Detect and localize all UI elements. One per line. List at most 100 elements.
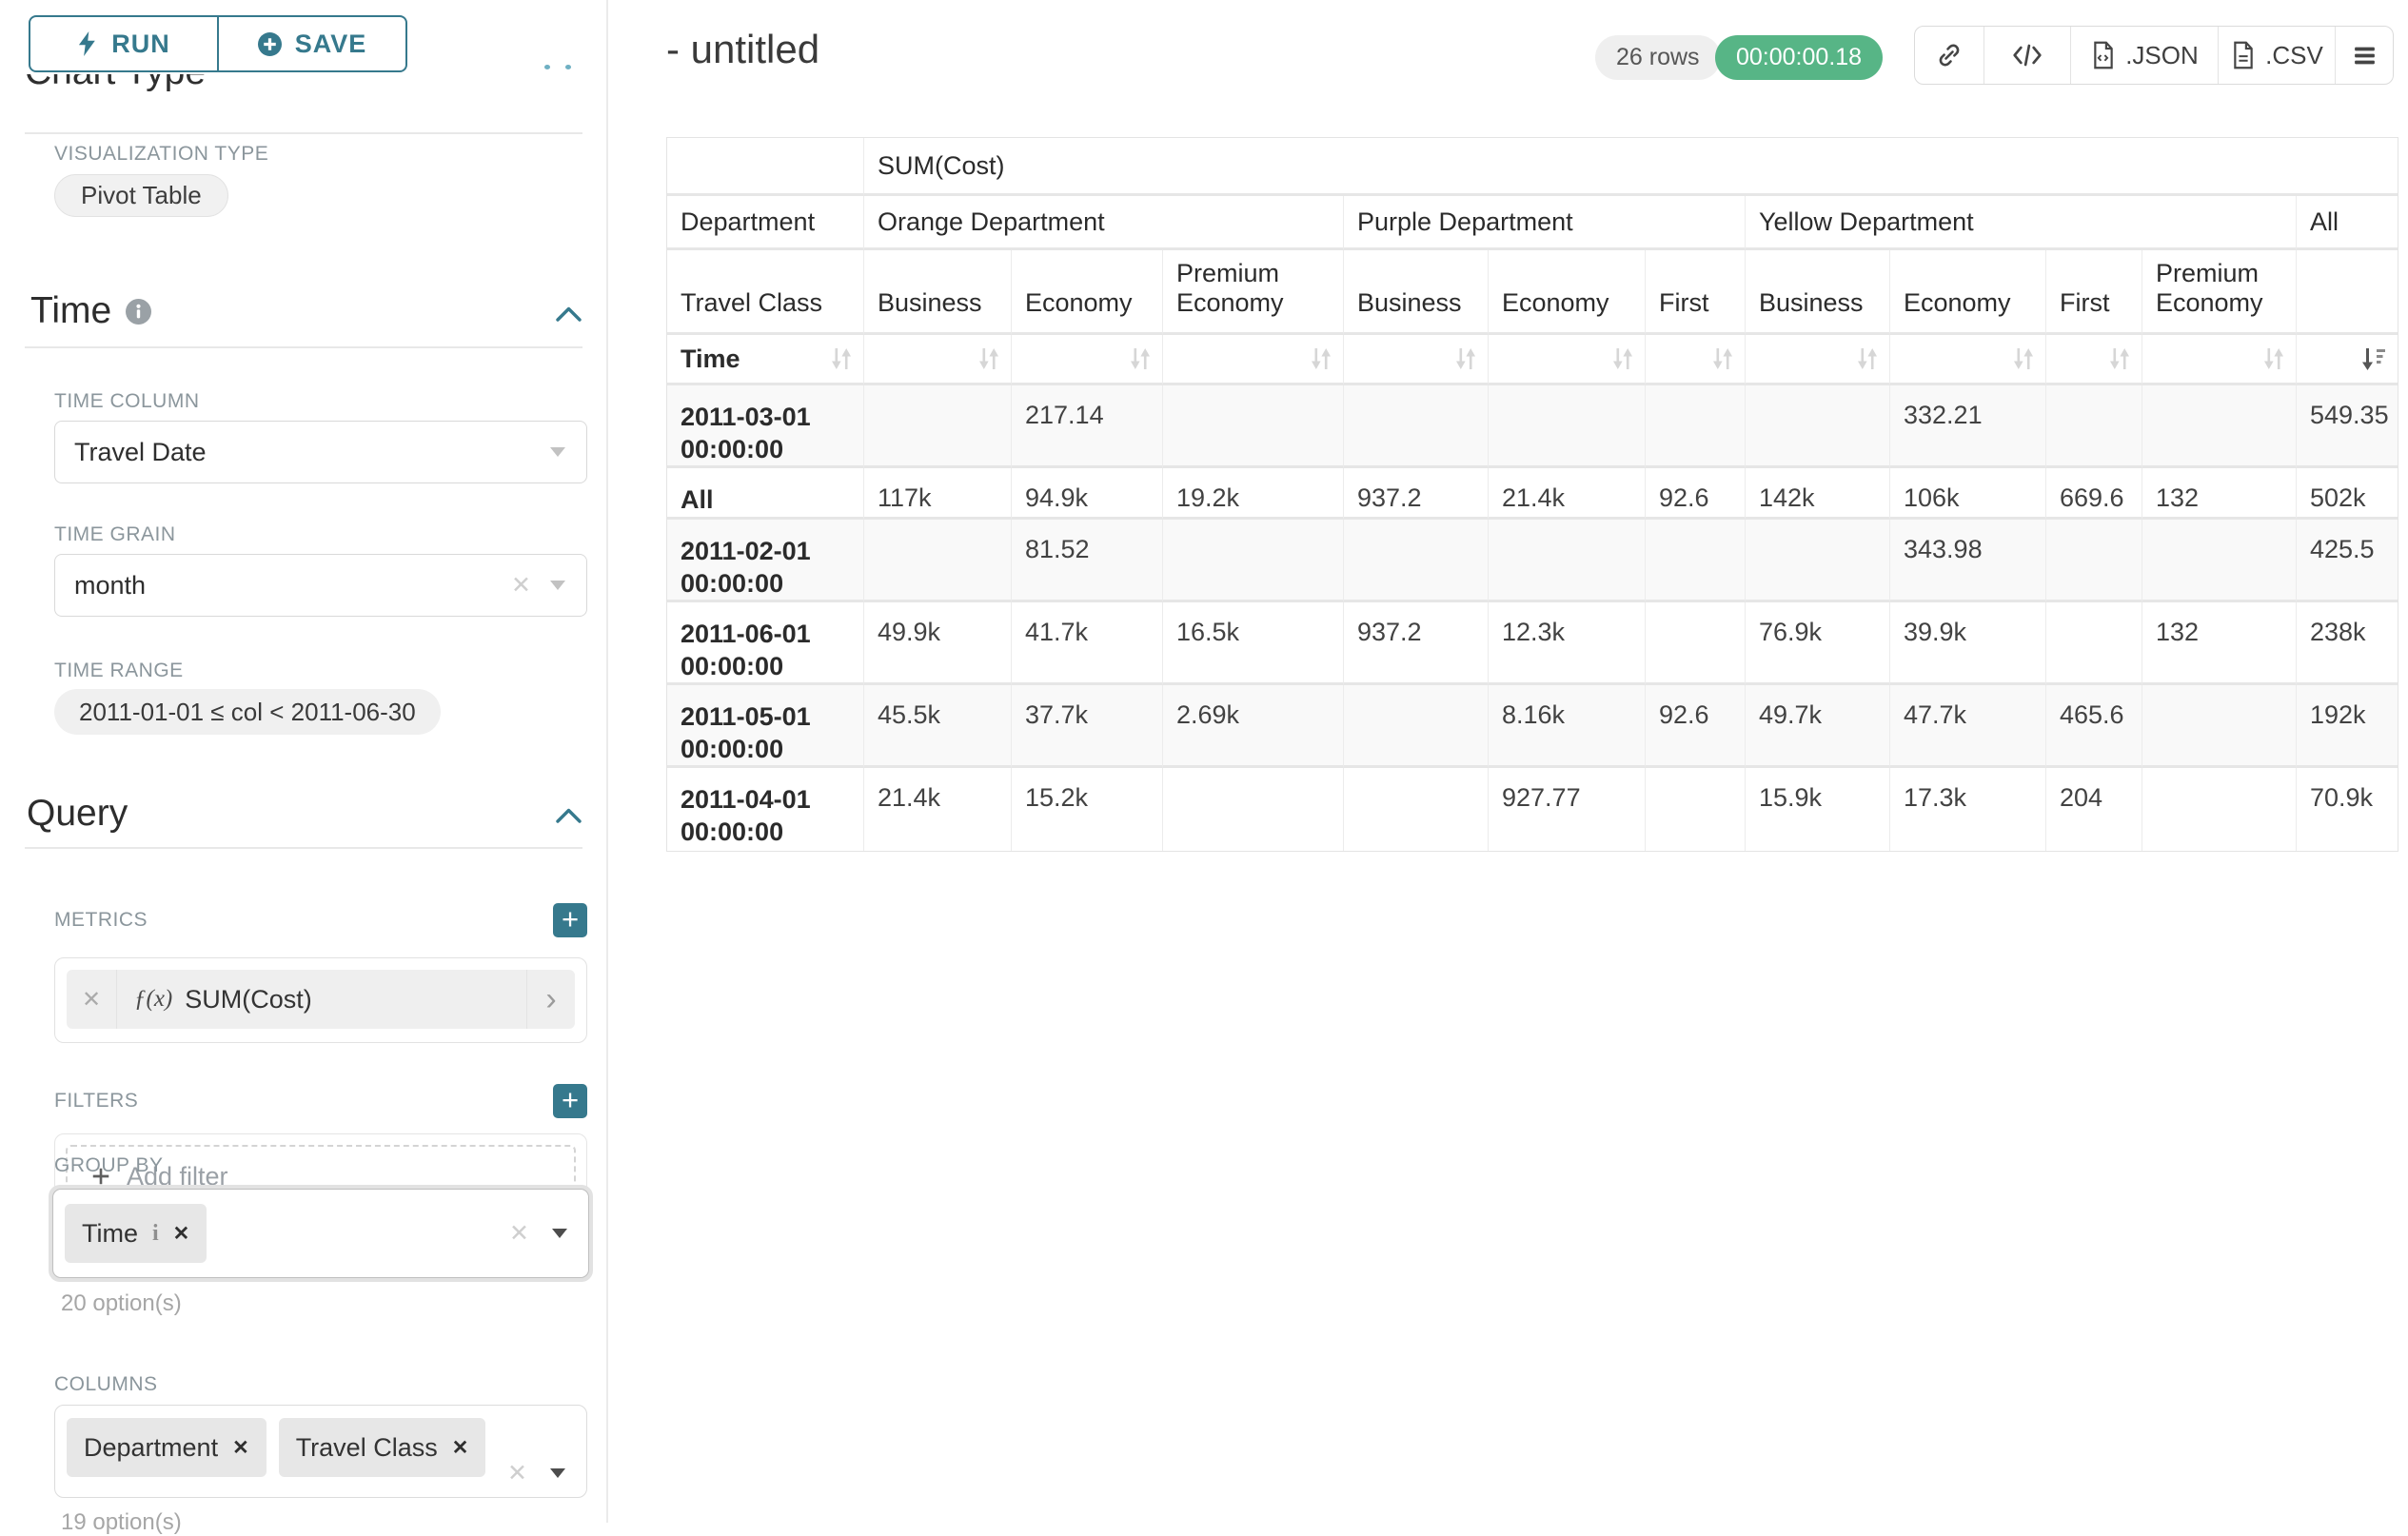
time-row-dimension-label: Time	[681, 344, 740, 373]
sort-icon[interactable]	[1712, 345, 1733, 372]
row-count-badge: 26 rows	[1595, 35, 1721, 80]
sort-icon[interactable]	[1857, 345, 1878, 372]
metric-token[interactable]: ✕ ƒ(x) SUM(Cost) ›	[67, 970, 575, 1029]
clear-icon[interactable]: ✕	[509, 1220, 529, 1247]
sort-control[interactable]	[1646, 335, 1746, 385]
data-cell	[1746, 520, 1890, 602]
column-header: Premium Economy	[1163, 250, 1344, 335]
sort-descending-icon[interactable]	[2361, 345, 2386, 372]
collapse-time-section[interactable]	[556, 306, 582, 322]
data-cell: 76.9k	[1746, 602, 1890, 685]
group-by-select[interactable]: Time i ✕ ✕	[52, 1189, 589, 1278]
sort-icon[interactable]	[1612, 345, 1633, 372]
visualization-type-pill[interactable]: Pivot Table	[54, 174, 228, 217]
sort-icon[interactable]	[1130, 345, 1151, 372]
data-cell: 37.7k	[1012, 685, 1163, 768]
time-range-label: TIME RANGE	[54, 660, 184, 681]
info-icon[interactable]	[126, 298, 152, 325]
column-header: Business	[1746, 250, 1890, 335]
data-cell: 937.2	[1344, 468, 1489, 520]
data-cell: 343.98	[1890, 520, 2046, 602]
chart-title[interactable]: - untitled	[666, 27, 820, 71]
data-cell	[1646, 602, 1746, 685]
token-label: Travel Class	[295, 1432, 438, 1462]
divider	[25, 847, 582, 849]
time-range-pill[interactable]: 2011-01-01 ≤ col < 2011-06-30	[54, 689, 441, 735]
chart-menu-button[interactable]	[2335, 27, 2393, 84]
data-cell	[2142, 685, 2297, 768]
data-cell: 81.52	[1012, 520, 1163, 602]
time-heading-label: Time	[30, 290, 112, 331]
info-icon[interactable]: i	[152, 1220, 159, 1246]
sort-control[interactable]	[1163, 335, 1344, 385]
column-group-header: Purple Department	[1344, 196, 1746, 250]
data-cell	[1646, 768, 1746, 851]
columns-select[interactable]: Department ✕ Travel Class ✕ ✕	[54, 1405, 587, 1498]
time-grain-select[interactable]: month ✕	[54, 554, 587, 617]
row2-dimension-label: Department	[667, 196, 864, 250]
group-by-token: Time i ✕	[65, 1204, 207, 1263]
group-by-label: GROUP BY	[54, 1154, 164, 1176]
data-cell: 94.9k	[1012, 468, 1163, 520]
data-cell: 39.9k	[1890, 602, 2046, 685]
remove-metric-icon[interactable]: ✕	[67, 970, 117, 1029]
time-column-select[interactable]: Travel Date	[54, 421, 587, 483]
data-cell: 2.69k	[1163, 685, 1344, 768]
sort-control[interactable]	[864, 335, 1012, 385]
time-grain-value: month	[74, 570, 147, 600]
sort-icon[interactable]	[2013, 345, 2034, 372]
data-cell	[2142, 520, 2297, 602]
column-header: Business	[1344, 250, 1489, 335]
data-cell: 217.14	[1012, 385, 1163, 468]
sort-icon[interactable]	[2109, 345, 2130, 372]
bolt-icon	[79, 31, 96, 56]
control-panel-sidebar: Chart Type RUN SAVE VISUALIZATION TYPE P…	[0, 0, 608, 1535]
column-header: Economy	[1012, 250, 1163, 335]
column-header: Economy	[1489, 250, 1646, 335]
row3-dimension-label: Travel Class	[667, 250, 864, 335]
sort-control[interactable]	[1344, 335, 1489, 385]
add-metric-button[interactable]: +	[553, 903, 587, 937]
sort-icon[interactable]	[831, 345, 852, 372]
data-cell: 47.7k	[1890, 685, 2046, 768]
expand-metric-icon[interactable]: ›	[526, 970, 575, 1029]
column-header: Premium Economy	[2142, 250, 2297, 335]
view-query-button[interactable]	[1984, 27, 2070, 84]
export-csv-button[interactable]: .CSV	[2218, 27, 2335, 84]
add-filter-plus-button[interactable]: +	[553, 1084, 587, 1118]
sort-control[interactable]	[2046, 335, 2142, 385]
sort-control[interactable]	[2142, 335, 2297, 385]
data-cell: 45.5k	[864, 685, 1012, 768]
visualization-type-label: VISUALIZATION TYPE	[54, 143, 269, 165]
share-link-button[interactable]	[1915, 27, 1984, 84]
clear-icon[interactable]: ✕	[507, 1460, 527, 1487]
remove-token-icon[interactable]: ✕	[172, 1222, 190, 1245]
sort-icon[interactable]	[978, 345, 999, 372]
data-cell: 70.9k	[2297, 768, 2398, 851]
sort-control[interactable]	[1746, 335, 1890, 385]
sort-control[interactable]	[1489, 335, 1646, 385]
data-cell	[2046, 520, 2142, 602]
data-cell	[1163, 385, 1344, 468]
sort-control[interactable]	[1890, 335, 2046, 385]
panel-drag-handle[interactable]	[544, 65, 571, 69]
column-header: First	[1646, 250, 1746, 335]
collapse-query-section[interactable]	[556, 808, 582, 823]
sort-control-time[interactable]: Time	[667, 335, 864, 385]
save-button[interactable]: SAVE	[217, 17, 405, 70]
sort-icon[interactable]	[2263, 345, 2284, 372]
row-header: 2011-03-01 00:00:00	[667, 385, 864, 468]
time-column-label: TIME COLUMN	[54, 390, 200, 412]
export-json-button[interactable]: .JSON	[2070, 27, 2218, 84]
data-cell	[2142, 768, 2297, 851]
sort-icon[interactable]	[1311, 345, 1332, 372]
clear-icon[interactable]: ✕	[511, 572, 531, 599]
sort-control[interactable]	[1012, 335, 1163, 385]
run-button[interactable]: RUN	[30, 17, 217, 70]
sort-control-active-descending[interactable]	[2297, 335, 2398, 385]
column-header: Economy	[1890, 250, 2046, 335]
remove-token-icon[interactable]: ✕	[232, 1436, 249, 1459]
sort-icon[interactable]	[1455, 345, 1476, 372]
csv-file-icon	[2234, 41, 2253, 69]
remove-token-icon[interactable]: ✕	[451, 1436, 469, 1459]
